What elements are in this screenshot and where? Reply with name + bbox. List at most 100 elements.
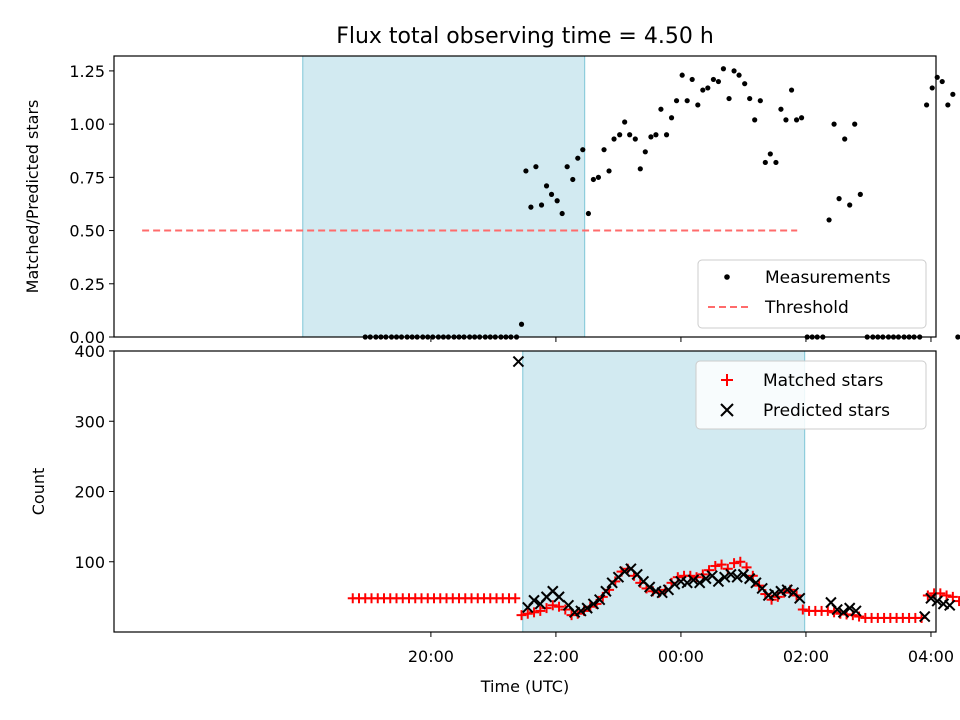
- predicted-star-point: [600, 585, 612, 597]
- predicted-star-point: [656, 586, 668, 599]
- top-legend: Measurements Threshold: [697, 259, 927, 329]
- top-ytick-label: 0.00: [69, 328, 105, 347]
- predicted-x-b: [768, 588, 781, 600]
- predicted-x-b: [528, 594, 540, 607]
- measurement-point: [798, 115, 805, 121]
- measurement-point: [773, 159, 779, 166]
- predicted-x-b: [681, 577, 693, 589]
- predicted-star-point: [593, 593, 606, 606]
- measurement-point: [632, 136, 638, 142]
- measurement-point: [929, 85, 935, 91]
- measurement-point: [617, 132, 623, 138]
- top-axes-frame: [113, 55, 937, 338]
- measurement-point: [523, 168, 529, 174]
- measurement-point: [939, 78, 945, 85]
- bottom-ytick-label: 400: [74, 342, 105, 361]
- predicted-x-b: [706, 570, 718, 582]
- chart-title: Flux total observing time = 4.50 h: [336, 24, 714, 49]
- predicted-star-point: [687, 574, 700, 586]
- bottom-x-axis-label: Time (UTC): [480, 677, 569, 696]
- measurement-point: [705, 85, 711, 91]
- bottom-xtick-label: 22:00: [533, 647, 579, 666]
- top-ytick-label: 1.25: [69, 62, 105, 81]
- matched-star-point: [797, 604, 808, 615]
- predicted-x-b: [850, 605, 862, 617]
- top-y-axis-label: Matched/Predicted stars: [23, 100, 42, 294]
- matched-star-point: [529, 607, 540, 618]
- measurement-point: [736, 72, 742, 78]
- predicted-x-b: [843, 602, 856, 614]
- predicted-x-b: [700, 572, 712, 585]
- predicted-star-point: [700, 572, 712, 585]
- predicted-x-b: [637, 575, 650, 588]
- measurement-point: [564, 164, 570, 170]
- measurement-point: [857, 191, 863, 197]
- measurement-point: [668, 115, 675, 121]
- matched-star-point: [554, 601, 565, 612]
- predicted-x-b: [587, 598, 600, 610]
- bottom-ytick-label: 300: [74, 412, 105, 431]
- measurement-point: [726, 95, 732, 102]
- bottom-panel: 10020030040020:0022:0000:0002:0004:0006:…: [29, 342, 960, 696]
- predicted-x-b: [937, 598, 950, 610]
- predicted-x-b: [575, 605, 587, 617]
- top-ytick-label: 0.75: [69, 168, 105, 187]
- measurement-point: [689, 76, 695, 83]
- matched-star-point: [941, 590, 952, 601]
- legend-predicted-marker-b: [720, 403, 734, 417]
- measurement-point: [788, 87, 795, 93]
- predicted-x-b: [553, 591, 565, 603]
- predicted-star-point: [831, 603, 843, 616]
- measurement-point: [533, 164, 539, 170]
- predicted-x-b: [931, 595, 943, 607]
- predicted-x-b: [512, 355, 525, 368]
- predicted-star-point: [843, 602, 856, 614]
- legend-measurement-marker: [724, 274, 730, 280]
- measurement-point: [642, 149, 648, 155]
- bottom-y-axis-label: Count: [29, 468, 48, 516]
- measurement-point: [955, 334, 960, 340]
- matched-star-point: [510, 593, 521, 604]
- measurement-point: [783, 117, 789, 123]
- top-ytick-label: 1.00: [69, 115, 105, 134]
- predicted-star-point: [919, 610, 931, 623]
- measurement-point: [543, 183, 550, 189]
- measurement-point: [570, 176, 576, 183]
- predicted-x-b: [737, 568, 750, 581]
- predicted-x-b: [787, 586, 800, 599]
- matched-star-point: [710, 560, 721, 571]
- predicted-x-b: [668, 578, 681, 590]
- top-legend-box: [697, 259, 927, 329]
- measurement-point: [710, 76, 717, 83]
- top-shaded-span: [302, 55, 586, 338]
- measurement-point: [627, 132, 633, 138]
- predicted-star-point: [925, 592, 937, 604]
- predicted-x-b: [725, 568, 737, 581]
- measurement-point: [852, 121, 858, 127]
- bottom-ytick-label: 100: [74, 553, 105, 572]
- bottom-xtick-label: 04:00: [908, 647, 954, 666]
- measurement-point: [548, 191, 555, 197]
- predicted-x-b: [793, 592, 806, 604]
- measurement-point: [778, 106, 784, 112]
- measurement-point: [757, 98, 763, 104]
- bottom-legend-box: [695, 360, 927, 430]
- predicted-star-point: [575, 605, 587, 617]
- predicted-star-point: [931, 595, 943, 607]
- bottom-legend: Matched stars Predicted stars: [695, 360, 927, 430]
- measurement-point: [831, 121, 837, 127]
- predicted-x-b: [743, 572, 756, 585]
- measurement-point: [923, 102, 930, 108]
- measurement-point: [601, 147, 607, 153]
- predicted-x-b: [618, 565, 631, 578]
- predicted-star-point: [512, 355, 525, 368]
- predicted-x-b: [718, 571, 731, 583]
- matched-star-point: [716, 559, 727, 570]
- bottom-xtick-label: 20:00: [408, 647, 454, 666]
- measurement-point: [945, 102, 951, 108]
- predicted-x-b: [781, 584, 793, 596]
- predicted-x-b: [600, 585, 612, 597]
- matched-star-point: [947, 591, 958, 602]
- predicted-x-b: [643, 581, 656, 593]
- legend-threshold-label: Threshold: [764, 298, 849, 318]
